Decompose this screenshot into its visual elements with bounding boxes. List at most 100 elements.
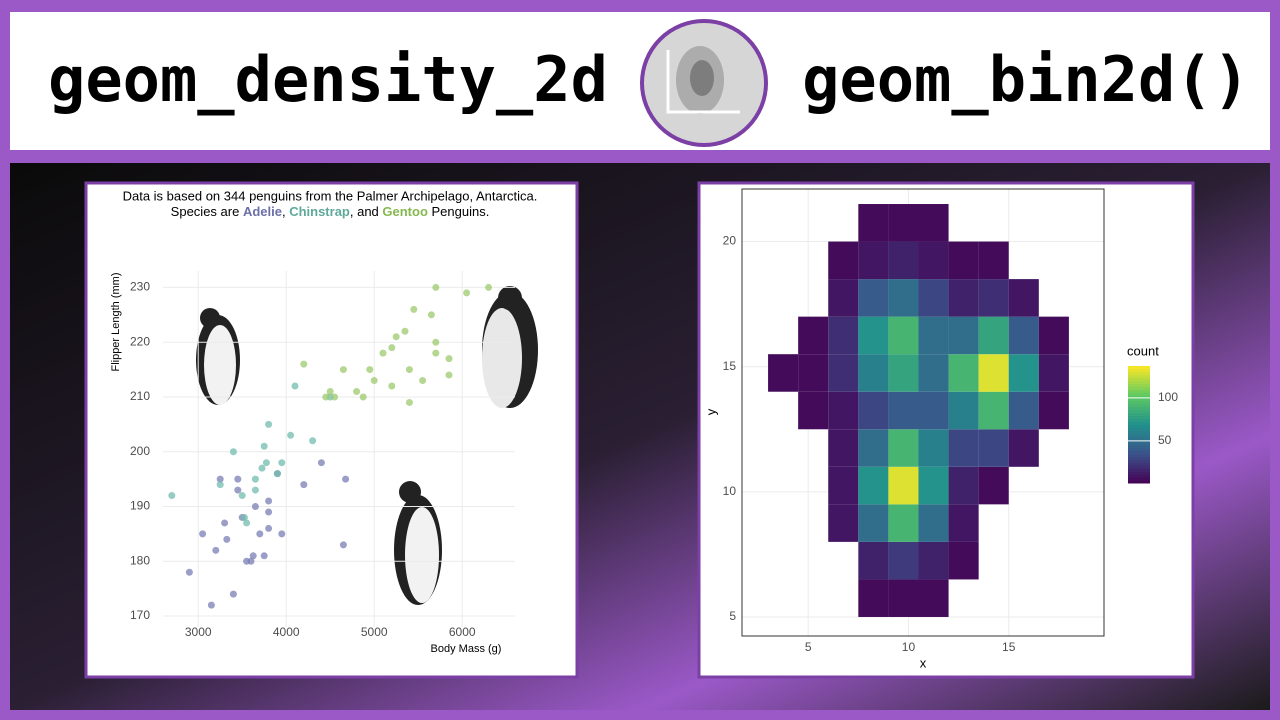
left-chart-card xyxy=(84,181,579,679)
y-tick-label: 190 xyxy=(130,499,150,513)
bin xyxy=(948,279,979,317)
bin xyxy=(858,429,889,467)
colorbar-segment xyxy=(1128,427,1150,431)
point xyxy=(199,530,207,538)
x-tick-label: 6000 xyxy=(449,625,476,639)
colorbar-segment xyxy=(1128,404,1150,408)
bin xyxy=(888,579,919,617)
point xyxy=(419,377,427,385)
subtitle-part: , xyxy=(282,204,289,219)
bin xyxy=(918,316,949,355)
colorbar-segment xyxy=(1128,418,1150,423)
bin xyxy=(888,391,919,430)
y-tick-label: 5 xyxy=(729,609,736,623)
bin xyxy=(948,429,979,467)
subtitle-part: Chinstrap xyxy=(289,204,350,219)
bin xyxy=(978,279,1009,317)
point xyxy=(401,327,409,335)
point xyxy=(432,349,440,357)
bin xyxy=(828,466,859,505)
bin xyxy=(918,241,949,280)
colorbar-segment xyxy=(1128,383,1150,387)
point xyxy=(260,442,268,450)
point xyxy=(342,475,350,483)
point xyxy=(265,497,273,505)
bin xyxy=(888,504,919,542)
bin xyxy=(918,391,949,430)
point xyxy=(432,283,440,291)
point xyxy=(240,513,248,521)
point xyxy=(265,420,273,428)
point xyxy=(445,371,453,379)
penguin-photo xyxy=(196,308,240,405)
point xyxy=(485,283,493,291)
point xyxy=(251,475,259,483)
colorbar-segment xyxy=(1128,392,1150,396)
bin xyxy=(948,316,979,355)
colorbar-tick-label: 100 xyxy=(1158,390,1178,404)
point xyxy=(262,459,270,467)
bin xyxy=(828,391,859,430)
bin xyxy=(798,316,829,355)
colorbar-segment xyxy=(1128,474,1150,478)
colorbar-segment xyxy=(1128,456,1150,461)
colorbar-segment xyxy=(1128,386,1150,390)
colorbar-segment xyxy=(1128,433,1150,437)
point xyxy=(291,382,299,390)
point xyxy=(234,475,242,483)
colorbar-segment xyxy=(1128,436,1150,440)
colorbar-segment xyxy=(1128,465,1150,469)
colorbar-segment xyxy=(1128,406,1150,411)
point xyxy=(388,344,396,352)
penguin-photo xyxy=(394,481,442,605)
point xyxy=(392,333,400,341)
x-tick-label: 4000 xyxy=(273,625,300,639)
point xyxy=(326,387,334,395)
banner xyxy=(10,12,1270,150)
point xyxy=(339,541,347,549)
point xyxy=(379,349,387,357)
point xyxy=(223,535,231,543)
point xyxy=(287,431,295,439)
y-tick-label: 10 xyxy=(723,484,737,498)
y-tick-label: 210 xyxy=(130,389,150,403)
x-axis-label: x xyxy=(920,655,927,670)
colorbar-segment xyxy=(1128,462,1150,466)
colorbar-segment xyxy=(1128,415,1150,420)
point xyxy=(300,360,308,368)
y-axis-label: y xyxy=(703,408,718,415)
point xyxy=(249,552,257,560)
point xyxy=(445,355,453,363)
bin xyxy=(918,354,949,392)
bin xyxy=(828,316,859,355)
colorbar-segment xyxy=(1128,412,1150,417)
legend-title: count xyxy=(1127,343,1159,358)
point xyxy=(309,437,317,445)
bin xyxy=(888,241,919,280)
colorbar-segment xyxy=(1128,480,1150,484)
bin xyxy=(858,466,889,505)
bin xyxy=(978,466,1009,505)
colorbar-segment xyxy=(1128,366,1150,370)
point xyxy=(216,475,224,483)
bin xyxy=(858,354,889,392)
colorbar-segment xyxy=(1128,477,1150,481)
bin xyxy=(1008,391,1039,430)
y-tick-label: 180 xyxy=(130,553,150,567)
point xyxy=(331,393,339,401)
point xyxy=(353,387,361,395)
colorbar-segment xyxy=(1128,430,1150,434)
point xyxy=(278,530,286,538)
bin xyxy=(918,279,949,317)
bin xyxy=(948,241,979,280)
point xyxy=(260,552,268,560)
x-axis-label: Body Mass (g) xyxy=(431,643,502,655)
colorbar-segment xyxy=(1128,468,1150,472)
bin xyxy=(978,354,1009,392)
y-axis-label: Flipper Length (mm) xyxy=(110,272,122,371)
y-tick-label: 170 xyxy=(130,608,150,622)
bin xyxy=(918,466,949,505)
point xyxy=(405,366,413,374)
bin xyxy=(858,241,889,280)
point xyxy=(185,568,193,576)
